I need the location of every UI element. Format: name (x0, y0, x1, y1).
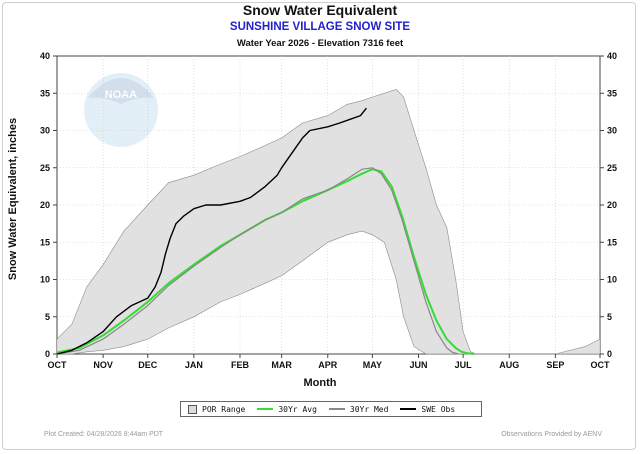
series-30yr-med (56, 167, 459, 355)
legend-swatch-med (328, 408, 345, 410)
x-tick-label: OCT (48, 360, 68, 370)
y-tick-label-left: 40 (40, 51, 50, 61)
site-name: SUNSHINE VILLAGE SNOW SITE (229, 21, 411, 33)
observations-credit: Observations Provided by AENV (501, 431, 602, 438)
y-tick-label-left: 30 (40, 126, 50, 136)
legend-item-med: 30Yr Med (328, 404, 389, 414)
y-tick-label-left: 35 (40, 88, 50, 98)
legend-label-med: 30Yr Med (349, 404, 389, 414)
legend-label-por: POR Range (202, 404, 246, 414)
legend-swatch-obs (400, 408, 417, 410)
y-tick-label-left: 15 (40, 237, 50, 247)
x-tick-label: SEP (546, 360, 564, 370)
y-axis-left: 0 5 10 15 20 25 30 35 40 (40, 51, 57, 359)
x-tick-label: MAY (363, 360, 382, 370)
x-axis-label: Month (303, 377, 337, 389)
y-tick-label-left: 25 (40, 163, 50, 173)
x-tick-label: AUG (499, 360, 519, 370)
y-tick-label-right: 40 (607, 51, 617, 61)
y-tick-label-right: 0 (607, 349, 612, 359)
y-tick-label-right: 15 (607, 237, 617, 247)
series-lines (56, 107, 474, 355)
legend-label-avg: 30Yr Avg (278, 404, 317, 414)
y-tick-label-right: 20 (607, 200, 617, 210)
por-range-upper-edge (56, 89, 601, 355)
x-tick-label: OCT (591, 360, 611, 370)
y-tick-label-left: 0 (45, 349, 50, 359)
y-tick-label-right: 35 (607, 88, 617, 98)
water-year-elevation: Water Year 2026 - Elevation 7316 feet (236, 38, 404, 49)
plot-created-note: Plot Created: 04/28/2026 8:44am PDT (44, 431, 164, 438)
x-tick-label: APR (318, 360, 338, 370)
x-tick-label: MAR (271, 360, 292, 370)
svg-text:NOAA: NOAA (105, 89, 137, 101)
por-range-area (57, 89, 600, 354)
y-tick-label-left: 20 (40, 200, 50, 210)
y-axis-right: 0 5 10 15 20 25 30 35 40 (600, 51, 617, 359)
x-tick-label: FEB (231, 360, 250, 370)
x-tick-label: JAN (185, 360, 203, 370)
por-range-lower-edge (57, 230, 600, 355)
legend: POR Range 30Yr Avg 30Yr Med SWE Obs (180, 401, 482, 417)
legend-label-obs: SWE Obs (421, 404, 456, 414)
legend-swatch-por (188, 404, 197, 414)
y-tick-label-left: 5 (45, 312, 50, 322)
noaa-logo: NOAA (84, 73, 158, 147)
series-swe-obs (56, 107, 367, 355)
series-30yr-avg (56, 168, 474, 355)
por-range-band (56, 89, 601, 355)
y-axis-label: Snow Water Equivalent, inches (7, 117, 19, 281)
legend-item-por: POR Range (188, 404, 246, 414)
x-axis: OCT NOV DEC JAN FEB MAR APR MAY JUN JUL AUG SEP OCT (48, 354, 611, 370)
chart-frame (2, 2, 636, 450)
legend-swatch-avg (257, 408, 274, 410)
y-tick-label-right: 25 (607, 163, 617, 173)
legend-item-avg: 30Yr Avg (257, 405, 317, 414)
y-tick-label-left: 10 (40, 275, 50, 285)
y-tick-label-right: 5 (607, 312, 612, 322)
x-tick-label: DEC (138, 360, 158, 370)
y-tick-label-right: 30 (607, 126, 617, 136)
x-tick-label: NOV (93, 360, 113, 370)
x-tick-label: JUL (455, 360, 473, 370)
x-tick-label: JUN (409, 360, 427, 370)
chart-title: Snow Water Equivalent (242, 2, 398, 18)
legend-item-obs: SWE Obs (400, 405, 455, 414)
y-tick-label-right: 10 (607, 275, 617, 285)
